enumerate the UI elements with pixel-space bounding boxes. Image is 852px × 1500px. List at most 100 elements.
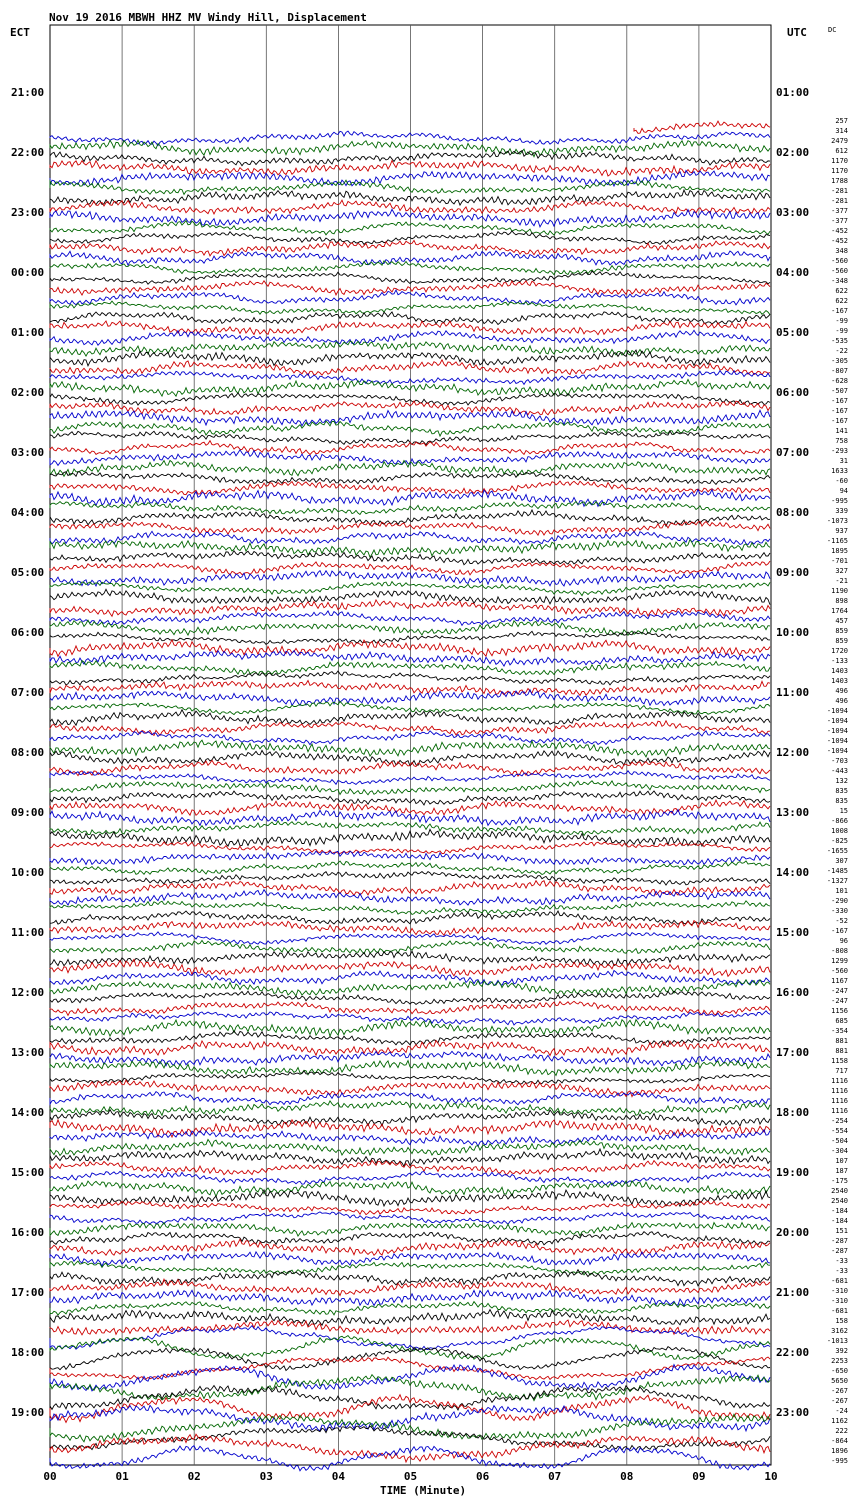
trace-line: [49, 169, 771, 188]
dc-offset-label: 15: [840, 807, 848, 815]
trace-line: [49, 609, 771, 627]
dc-offset-label: 1162: [831, 1417, 848, 1425]
trace-line: [49, 759, 771, 777]
trace-line: [49, 1010, 771, 1026]
dc-offset-label: -452: [831, 237, 848, 245]
right-hour-label: 09:00: [776, 566, 809, 579]
trace-line: [49, 311, 771, 326]
dc-offset-label: 339: [835, 507, 848, 515]
left-hour-label: 23:00: [11, 206, 44, 219]
dc-offset-label: -310: [831, 1297, 848, 1305]
left-hour-label: 02:00: [11, 386, 44, 399]
x-tick-label: 06: [476, 1470, 490, 1483]
trace-line: [49, 409, 771, 427]
right-hour-label: 17:00: [776, 1046, 809, 1059]
dc-offset-label: -305: [831, 357, 848, 365]
dc-offset-label: 717: [835, 1067, 848, 1075]
trace-line: [49, 978, 771, 998]
dc-offset-label: 1116: [831, 1107, 848, 1115]
right-hour-label: 03:00: [776, 206, 809, 219]
trace-line: [49, 420, 771, 438]
trace-line: [49, 1384, 771, 1412]
left-hour-label: 15:00: [11, 1166, 44, 1179]
dc-offset-label: -504: [831, 1137, 848, 1145]
trace-line: [49, 1050, 771, 1067]
trace-line: [49, 569, 771, 588]
trace-line: [49, 1039, 771, 1057]
trace-line: [49, 1393, 771, 1424]
right-hour-label: 19:00: [776, 1166, 809, 1179]
dc-offset-label: -681: [831, 1307, 848, 1315]
left-hour-label: 16:00: [11, 1226, 44, 1239]
dc-offset-label: -535: [831, 337, 848, 345]
trace-line: [49, 719, 771, 737]
dc-offset-label: 96: [840, 937, 848, 945]
dc-offset-label: 898: [835, 597, 848, 605]
x-tick-label: 08: [620, 1470, 633, 1483]
dc-offset-label: 1116: [831, 1097, 848, 1105]
trace-line: [49, 588, 771, 605]
dc-offset-label: -310: [831, 1287, 848, 1295]
dc-offset-label: 1167: [831, 977, 848, 985]
trace-line: [49, 638, 771, 658]
trace-line: [49, 1325, 771, 1351]
trace-line: [49, 188, 771, 207]
trace-line: [49, 1363, 771, 1392]
dc-offset-label: 327: [835, 567, 848, 575]
trace-line: [49, 260, 771, 276]
trace-line: [49, 219, 771, 236]
dc-offset-label: -167: [831, 417, 848, 425]
right-hour-label: 22:00: [776, 1346, 809, 1359]
dc-offset-label: 835: [835, 797, 848, 805]
dc-offset-label: -184: [831, 1207, 848, 1215]
right-hour-label: 06:00: [776, 386, 809, 399]
trace-line: [49, 439, 771, 456]
dc-offset-label: -99: [835, 317, 848, 325]
left-hour-label: 19:00: [11, 1406, 44, 1419]
dc-offset-label: 835: [835, 787, 848, 795]
dc-offset-label: 2479: [831, 137, 848, 145]
right-hour-label: 08:00: [776, 506, 809, 519]
dc-offset-label: -33: [835, 1267, 848, 1275]
trace-line: [49, 1231, 771, 1246]
trace-line: [49, 749, 771, 767]
dc-offset-label: 1158: [831, 1057, 848, 1065]
x-tick-label: 09: [692, 1470, 705, 1483]
dc-offset-label: -287: [831, 1247, 848, 1255]
trace-line: [49, 958, 771, 978]
trace-line: [49, 520, 771, 537]
trace-line: [49, 378, 771, 398]
dc-offset-label: 5650: [831, 1377, 848, 1385]
trace-line: [49, 1118, 771, 1139]
trace-line: [49, 1090, 770, 1106]
dc-offset-label: 881: [835, 1037, 848, 1045]
dc-offset-labels: 257 314 2479 612 1170 1170 1788 -281 -281 -377 -37…: [827, 117, 848, 1465]
dc-offset-label: 1764: [831, 607, 848, 615]
trace-line: [49, 340, 771, 358]
trace-line: [49, 300, 771, 315]
trace-line: [49, 688, 771, 707]
left-hour-label: 01:00: [11, 326, 44, 339]
x-tick-labels: 00 01 02 03 04 05 06 07 08 09 10: [43, 1470, 777, 1483]
trace-line: [49, 320, 771, 336]
trace-line: [49, 250, 771, 267]
trace-line: [49, 230, 771, 246]
dc-offset-label: 101: [835, 887, 848, 895]
dc-offset-label: 937: [835, 527, 848, 535]
trace-line: [49, 1404, 771, 1433]
trace-line: [49, 392, 771, 406]
dc-offset-label: -560: [831, 267, 848, 275]
seismic-traces: [49, 120, 771, 1472]
left-hour-label: 09:00: [11, 806, 44, 819]
x-tick-label: 00: [43, 1470, 56, 1483]
dc-offset-label: -650: [831, 1367, 848, 1375]
trace-line: [49, 471, 771, 486]
dc-offset-label: -560: [831, 967, 848, 975]
left-hour-label: 00:00: [11, 266, 44, 279]
dc-offset-label: 94: [840, 487, 848, 495]
dc-offset-label: 859: [835, 637, 848, 645]
dc-offset-label: 685: [835, 1017, 848, 1025]
trace-line: [49, 828, 771, 848]
trace-line: [49, 931, 771, 945]
trace-line: [49, 500, 771, 516]
